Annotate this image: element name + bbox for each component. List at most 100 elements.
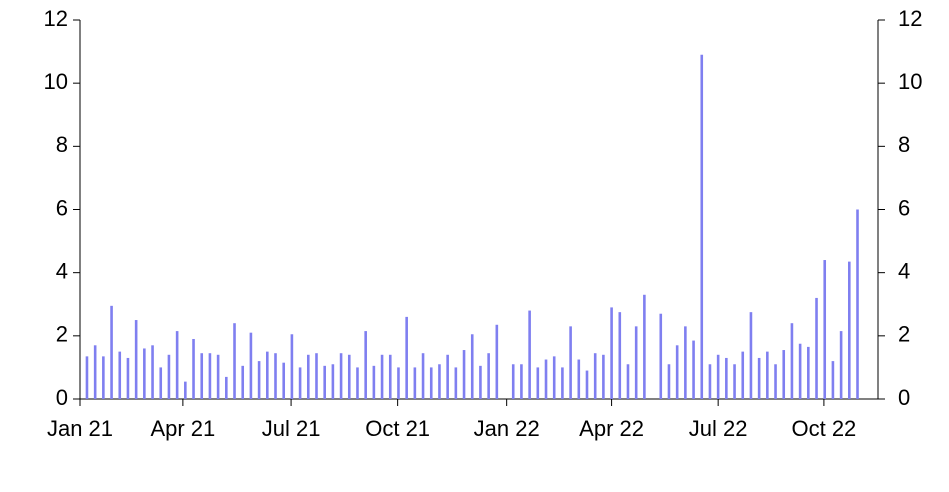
bar xyxy=(774,364,777,399)
bar xyxy=(421,353,425,399)
bar xyxy=(405,316,408,399)
bar xyxy=(298,367,302,399)
bar xyxy=(626,364,630,399)
bar xyxy=(749,312,753,399)
bar xyxy=(315,353,318,399)
bar xyxy=(511,364,515,399)
bar xyxy=(462,350,466,399)
bar xyxy=(479,365,482,399)
bar xyxy=(577,359,581,399)
bar xyxy=(143,348,146,399)
x-tick-label: Apr 22 xyxy=(579,416,644,441)
bar xyxy=(561,367,564,399)
bar xyxy=(429,367,433,399)
bar xyxy=(798,343,802,399)
bar xyxy=(380,354,384,399)
bar xyxy=(552,356,556,399)
bar xyxy=(266,351,269,399)
bar xyxy=(167,354,171,399)
bar xyxy=(856,209,859,399)
bar xyxy=(569,326,572,399)
bar xyxy=(356,367,359,399)
bar xyxy=(700,54,704,399)
x-tick-label: Jul 22 xyxy=(689,416,748,441)
bar xyxy=(225,376,228,399)
bar xyxy=(331,364,335,399)
bar xyxy=(323,365,326,399)
bar xyxy=(585,370,589,399)
bar xyxy=(593,353,597,399)
bar xyxy=(757,357,761,399)
bar xyxy=(216,354,220,399)
bar xyxy=(725,357,728,399)
bar xyxy=(233,323,236,399)
bar xyxy=(151,345,154,399)
bar xyxy=(274,353,277,399)
bar xyxy=(643,294,646,399)
bar xyxy=(848,261,851,399)
bar xyxy=(438,364,441,399)
x-tick-label: Oct 22 xyxy=(791,416,856,441)
bar xyxy=(102,356,105,399)
y2-tick-label: 0 xyxy=(898,385,910,410)
bar xyxy=(733,364,736,399)
bar xyxy=(831,361,835,399)
bar xyxy=(159,367,163,399)
bar xyxy=(118,351,122,399)
bar xyxy=(134,320,138,399)
bar xyxy=(839,331,843,399)
y-tick-label: 8 xyxy=(56,132,68,157)
bar xyxy=(200,353,204,399)
bar xyxy=(306,354,310,399)
y-tick-label: 12 xyxy=(44,6,68,31)
bar xyxy=(175,331,179,399)
bar xyxy=(544,359,548,399)
bar xyxy=(454,367,458,399)
bar xyxy=(241,365,245,399)
bar xyxy=(692,340,695,399)
bar xyxy=(667,364,671,399)
bar xyxy=(610,307,613,399)
x-tick-label: Jan 22 xyxy=(474,416,540,441)
x-tick-label: Apr 21 xyxy=(150,416,215,441)
bar xyxy=(470,334,474,399)
bar xyxy=(446,354,449,399)
y2-tick-label: 12 xyxy=(898,6,922,31)
y2-tick-label: 6 xyxy=(898,195,910,220)
y-tick-label: 0 xyxy=(56,385,68,410)
y-tick-label: 10 xyxy=(44,69,68,94)
bar xyxy=(290,334,294,399)
bar xyxy=(388,354,392,399)
x-tick-label: Oct 21 xyxy=(365,416,430,441)
bar xyxy=(536,367,540,399)
bar xyxy=(487,353,490,399)
bar xyxy=(815,297,818,399)
bar xyxy=(823,260,827,399)
bar xyxy=(659,313,663,399)
bar xyxy=(110,305,113,399)
bar xyxy=(602,354,605,399)
bar xyxy=(184,381,187,399)
bar xyxy=(257,361,261,399)
bar xyxy=(397,367,400,399)
bar xyxy=(364,331,367,399)
y-tick-label: 6 xyxy=(56,195,68,220)
x-tick-label: Jul 21 xyxy=(262,416,321,441)
bar xyxy=(520,364,523,399)
y2-tick-label: 8 xyxy=(898,132,910,157)
bar xyxy=(372,365,376,399)
bar xyxy=(208,353,212,399)
bar xyxy=(716,354,720,399)
bar xyxy=(741,351,745,399)
bar xyxy=(85,356,89,399)
bar xyxy=(618,312,622,399)
bar xyxy=(413,367,417,399)
bar xyxy=(684,326,687,399)
bar xyxy=(126,357,130,399)
y2-tick-label: 10 xyxy=(898,69,922,94)
bar xyxy=(634,326,638,399)
x-tick-label: Jan 21 xyxy=(47,416,113,441)
bar xyxy=(708,364,712,399)
y-tick-label: 2 xyxy=(56,322,68,347)
